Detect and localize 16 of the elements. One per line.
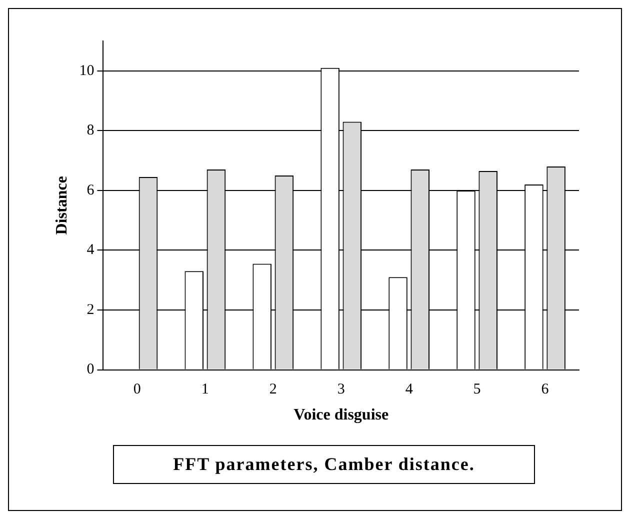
x-tick-label: 3	[337, 382, 345, 398]
y-tick-label: 4	[86, 242, 95, 258]
x-tick-label: 0	[133, 382, 141, 398]
x-tick-label: 2	[269, 382, 277, 398]
x-axis-title: Voice disguise	[294, 406, 389, 424]
text: FFT parameters, Camber distance.	[113, 445, 535, 484]
x-tick-label: 6	[541, 382, 550, 398]
y-tick-label: 8	[86, 122, 94, 139]
y-tick-label: 0	[86, 362, 94, 378]
x-tick-label: 5	[473, 382, 481, 398]
x-tick-label: 4	[405, 382, 414, 398]
y-tick-label: 10	[79, 62, 94, 79]
y-tick-label: 6	[86, 182, 95, 198]
y-axis-title: Distance	[54, 176, 71, 235]
x-tick-label: 1	[201, 382, 209, 398]
y-tick-label: 2	[86, 302, 94, 318]
